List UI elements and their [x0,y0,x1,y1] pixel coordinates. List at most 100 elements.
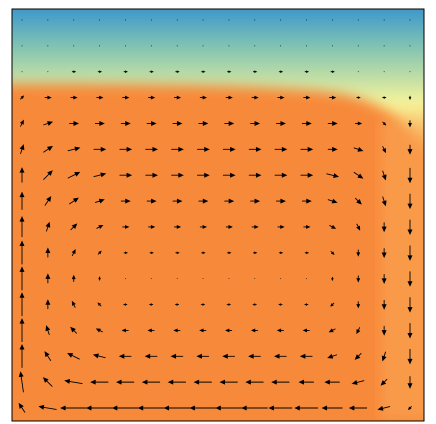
arrow [174,303,180,306]
arrow [45,273,51,284]
arrow [356,223,361,231]
arrow [171,146,184,152]
arrow [222,353,235,359]
arrow [407,271,413,287]
arrow [18,402,26,413]
arrow [271,379,290,385]
arrow [147,328,155,333]
arrow [96,225,104,230]
arrow [200,303,205,306]
arrow [20,95,25,100]
arrow [252,303,257,306]
arrow [252,251,258,255]
arrow [274,172,288,178]
arrow [353,171,364,179]
arrow [301,120,312,126]
arrow [171,172,184,178]
arrow [119,146,133,152]
arrow [163,405,191,411]
arrow [19,266,25,291]
arrow [42,377,53,387]
arrow [330,70,335,74]
arrow [141,379,161,385]
arrow [19,144,25,154]
arrow [67,352,80,360]
arrow [381,274,387,284]
arrow [196,353,210,359]
arrow [71,274,76,282]
arrow [224,120,235,126]
arrow [354,353,362,360]
arrow [278,251,284,255]
arrow [329,95,337,100]
arrow [70,95,78,100]
arrow [198,198,209,204]
arrow [199,95,207,100]
arrow [70,326,77,334]
arrow [381,325,387,336]
arrow [64,379,83,384]
arrow [44,95,52,100]
arrow [407,219,413,236]
arrow [304,251,310,255]
arrow [170,353,184,359]
arrow [407,406,412,411]
arrow [94,198,105,204]
arrow [268,405,293,411]
arrow [19,191,25,210]
arrow [273,353,287,359]
arrow [90,379,109,385]
arrow [407,193,413,210]
arrow [248,353,261,359]
arrow [303,95,311,100]
arrow [227,70,232,74]
arrow [122,303,128,306]
arrow [19,318,25,343]
arrow [219,379,238,385]
arrow [38,404,57,410]
arrow [148,224,156,229]
arrow [146,198,157,204]
arrow [71,300,76,308]
arrow [252,70,258,74]
arrow [146,120,157,126]
arrow [326,173,340,178]
arrow [408,95,412,101]
arrow [225,328,233,333]
arrow [175,70,180,74]
arrow [225,95,233,100]
arrow [224,198,235,204]
arrow [120,120,131,126]
arrow [330,302,335,307]
arrow [277,224,285,229]
arrow [45,247,51,258]
arrow [148,303,154,306]
arrow [304,303,309,306]
arrow [19,119,24,127]
arrow [118,353,132,359]
arrow [225,224,233,229]
arrow [193,379,212,385]
arrow [19,292,25,317]
arrow [356,327,361,335]
arrow [381,196,387,207]
arrow [250,120,261,126]
arrow [122,224,130,229]
arrow [277,95,285,100]
arrow [381,299,387,310]
arrow [45,299,51,310]
arrow [149,70,154,74]
arrow [94,120,105,126]
arrow [381,248,387,259]
arrow [97,250,102,255]
arrow [144,353,158,359]
arrow [300,172,314,178]
arrow [122,95,130,100]
arrow [250,198,261,204]
arrow [92,353,106,359]
arrow [222,172,236,178]
arrow [67,171,81,179]
arrow [199,328,207,333]
arrow [330,250,335,255]
